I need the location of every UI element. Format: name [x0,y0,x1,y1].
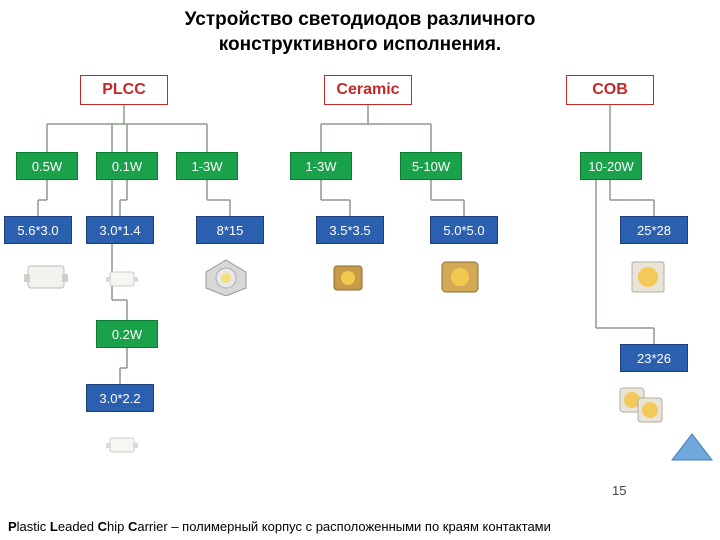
power-p5: 5-10W [400,152,462,180]
dim-d8: 23*26 [620,344,688,372]
dim-d1: 5.6*3.0 [4,216,72,244]
title-line2: конструктивного исполнения. [219,34,501,55]
dim-d6: 25*28 [620,216,688,244]
power-p6: 10-20W [580,152,642,180]
power-p7: 0.2W [96,320,158,348]
led-image-i9 [666,426,718,466]
led-image-i6 [622,256,674,296]
led-image-i1 [20,256,72,296]
led-image-i8 [616,384,668,424]
power-p3: 1-3W [176,152,238,180]
dim-d4: 3.5*3.5 [316,216,384,244]
led-image-i5 [434,256,486,296]
dim-d3: 8*15 [196,216,264,244]
dim-d5: 5.0*5.0 [430,216,498,244]
category-ceramic: Ceramic [324,75,412,105]
diagram-title: Устройство светодиодов различного констр… [0,0,720,57]
led-image-i3 [200,256,252,296]
category-cob: COB [566,75,654,105]
dim-d2: 3.0*1.4 [86,216,154,244]
dim-d7: 3.0*2.2 [86,384,154,412]
led-image-i4 [322,256,374,296]
led-image-i7 [96,424,148,464]
footnote: Plastic Leaded Chip Carrier – полимерный… [8,519,551,534]
power-p1: 0.5W [16,152,78,180]
page-number: 15 [612,483,626,498]
led-image-i2 [96,258,148,298]
power-p2: 0.1W [96,152,158,180]
power-p4: 1-3W [290,152,352,180]
title-line1: Устройство светодиодов различного [185,9,536,30]
category-plcc: PLCC [80,75,168,105]
